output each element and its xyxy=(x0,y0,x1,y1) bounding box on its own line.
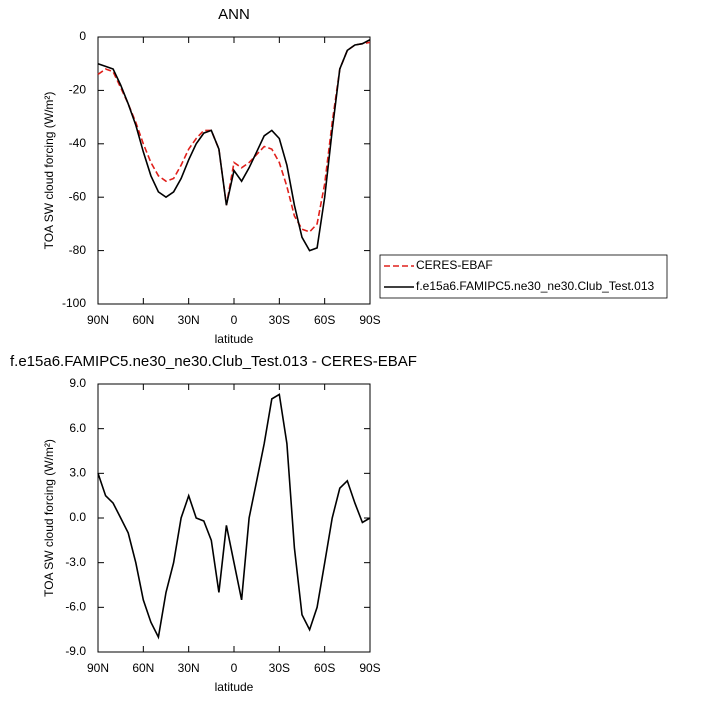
legend-box xyxy=(379,254,668,299)
y-tick-label: -100 xyxy=(62,296,86,310)
x-tick-label: 60N xyxy=(132,661,154,675)
legend-label: f.e15a6.FAMIPC5.ne30_ne30.Club_Test.013 xyxy=(416,279,654,293)
x-axis-label: latitude xyxy=(215,680,254,694)
x-tick-label: 0 xyxy=(231,661,238,675)
x-tick-label: 60N xyxy=(132,313,154,327)
y-tick-label: 6.0 xyxy=(69,421,86,435)
y-tick-label: 9.0 xyxy=(69,376,86,390)
line-series xyxy=(97,393,371,640)
x-tick-label: 90N xyxy=(87,313,109,327)
x-tick-label: 30S xyxy=(269,313,290,327)
legend-label: CERES-EBAF xyxy=(416,258,493,272)
line-series xyxy=(97,41,371,233)
x-tick-label: 0 xyxy=(231,313,238,327)
y-tick-label: -60 xyxy=(69,189,87,203)
y-tick-label: -20 xyxy=(69,83,87,97)
plot-frame xyxy=(97,36,371,305)
x-axis-label: latitude xyxy=(215,332,254,346)
x-tick-label: 90S xyxy=(359,313,380,327)
y-tick-label: -9.0 xyxy=(65,644,86,658)
x-tick-label: 30S xyxy=(269,661,290,675)
x-tick-label: 60S xyxy=(314,313,335,327)
y-tick-label: -80 xyxy=(69,243,87,257)
chart-title: f.e15a6.FAMIPC5.ne30_ne30.Club_Test.013 … xyxy=(10,353,417,370)
y-tick-label: 0.0 xyxy=(69,510,86,524)
y-tick-label: 3.0 xyxy=(69,466,86,480)
y-tick-label: -6.0 xyxy=(65,600,86,614)
y-tick-label: -3.0 xyxy=(65,555,86,569)
x-tick-label: 90N xyxy=(87,661,109,675)
y-axis-label: TOA SW cloud forcing (W/m²) xyxy=(42,92,56,250)
y-tick-label: 0 xyxy=(79,29,86,43)
x-tick-label: 30N xyxy=(178,313,200,327)
y-axis-label: TOA SW cloud forcing (W/m²) xyxy=(42,439,56,597)
x-tick-label: 60S xyxy=(314,661,335,675)
line-series xyxy=(97,38,371,252)
plot-frame xyxy=(97,383,371,653)
chart-title: ANN xyxy=(218,6,250,23)
y-tick-label: -40 xyxy=(69,136,87,150)
x-tick-label: 90S xyxy=(359,661,380,675)
x-tick-label: 30N xyxy=(178,661,200,675)
